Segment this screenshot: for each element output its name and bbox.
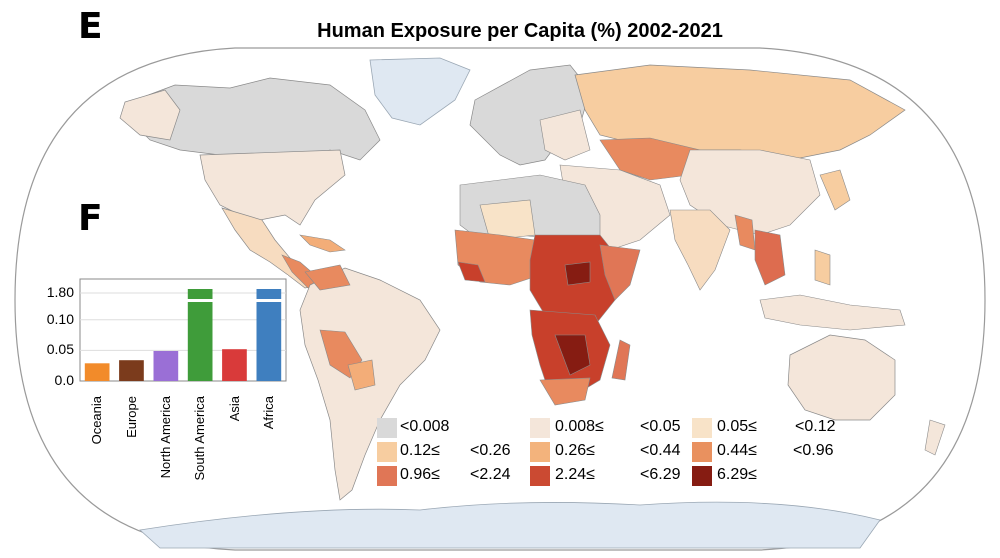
legend-swatch-3	[377, 442, 397, 462]
legend-swatch-6	[377, 466, 397, 486]
inset-plot-frame	[79, 278, 287, 382]
inset-chart-svg	[79, 278, 287, 382]
india-region	[669, 209, 731, 291]
panel-letter-f: F	[78, 198, 103, 239]
greenland	[369, 57, 471, 126]
bar-africa	[256, 289, 282, 381]
legend-label-2-hi: <0.12	[795, 418, 836, 435]
xtick-label-north-america: North America	[157, 396, 173, 479]
legend-label-2-lo: 0.05≤	[717, 418, 757, 435]
bar-europe	[119, 360, 144, 381]
xtick-label-europe: Europe	[123, 396, 139, 438]
canada-region	[129, 77, 381, 161]
legend-swatch-5	[692, 442, 712, 462]
legend-swatch-4	[530, 442, 550, 462]
ytick-label-0: 0.0	[54, 372, 74, 388]
legend-label-4-lo: 0.26≤	[555, 442, 595, 459]
legend-label-0-lo: <0.008	[400, 418, 450, 435]
legend-swatch-1	[530, 418, 550, 438]
east-africa	[599, 244, 641, 301]
xtick-label-oceania: Oceania	[89, 396, 105, 445]
legend-swatch-8	[692, 466, 712, 486]
legend-label-1-lo: 0.008≤	[555, 418, 604, 435]
legend-label-6-hi: <2.24	[470, 466, 511, 483]
usa-region	[199, 149, 346, 226]
legend-swatch-0	[377, 418, 397, 438]
legend-label-5-lo: 0.44≤	[717, 442, 757, 459]
australia-region	[787, 334, 896, 421]
bar-oceania	[84, 363, 110, 381]
legend-label-3-lo: 0.12≤	[400, 442, 440, 459]
legend-label-7-lo: 2.24≤	[555, 466, 595, 483]
bar-asia	[222, 349, 247, 381]
axis-break-mark	[186, 299, 214, 302]
china-region	[679, 149, 821, 236]
map-title: Human Exposure per Capita (%) 2002-2021	[317, 20, 723, 42]
inset-bar-chart	[78, 275, 288, 390]
xtick-label-asia: Asia	[226, 396, 242, 422]
legend-label-4-hi: <0.44	[640, 442, 681, 459]
philippines-region	[814, 249, 831, 286]
bar-north-america	[153, 351, 179, 381]
venezuela-region	[304, 264, 351, 291]
korea-japan	[819, 169, 851, 211]
bar-south-america	[187, 289, 213, 381]
indochina-region	[754, 229, 786, 286]
panel-letter-e: E	[78, 6, 103, 47]
south-sudan-dark	[564, 261, 591, 286]
alaska-region	[119, 89, 181, 141]
legend-swatch-2	[692, 418, 712, 438]
legend-label-8-lo: 6.29≤	[717, 466, 757, 483]
legend-label-1-hi: <0.05	[640, 418, 681, 435]
ytick-label-1: 0.05	[46, 341, 74, 358]
legend-swatch-7	[530, 466, 550, 486]
legend-label-6-lo: 0.96≤	[400, 466, 440, 483]
ytick-label-2: 0.10	[46, 310, 74, 327]
west-africa-coast	[457, 261, 486, 283]
caribbean	[299, 234, 346, 253]
legend-label-5-hi: <0.96	[793, 442, 834, 459]
russia-region	[574, 64, 906, 161]
legend-label-7-hi: <6.29	[640, 466, 681, 483]
xtick-label-africa: Africa	[260, 396, 276, 430]
xtick-label-south-america: South America	[192, 396, 208, 481]
ytick-label-3: 1.80	[46, 284, 74, 300]
paraguay-region	[347, 359, 376, 391]
mozambique-dark	[554, 334, 591, 376]
antarctica	[139, 501, 881, 549]
new-zealand	[924, 419, 946, 456]
indonesia-region	[759, 294, 906, 331]
madagascar	[611, 339, 631, 381]
axis-break-mark	[255, 299, 283, 302]
eastern-europe	[539, 109, 591, 161]
south-africa-tip	[539, 377, 591, 406]
legend-label-3-hi: <0.26	[470, 442, 511, 459]
